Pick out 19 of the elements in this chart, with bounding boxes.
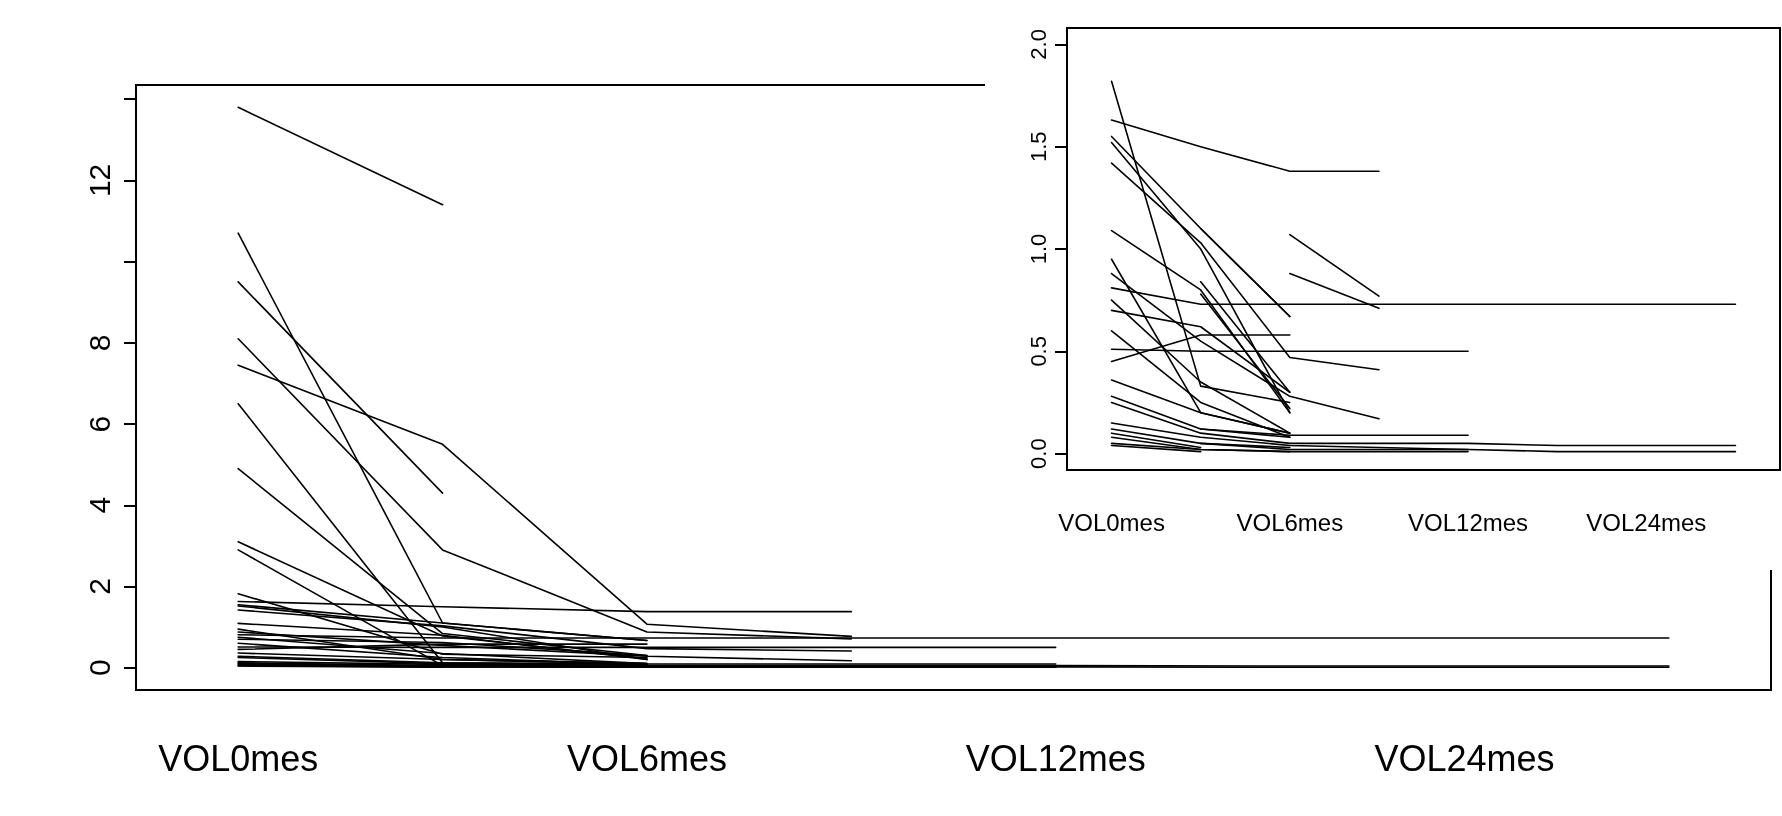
y-tick-label: 6 — [82, 415, 116, 433]
y-tick-label: 8 — [82, 334, 116, 352]
y-tick-label: 2.0 — [1025, 29, 1051, 60]
y-tick-label: 0.5 — [1025, 336, 1051, 367]
x-tick-label: VOL6mes — [1236, 508, 1344, 536]
x-tick-label: VOL0mes — [1058, 508, 1165, 536]
x-tick-label: VOL6mes — [566, 737, 727, 779]
x-tick-label: VOL24mes — [1374, 737, 1555, 779]
y-tick-label: 2 — [82, 578, 116, 595]
y-tick-label: 12 — [82, 163, 116, 198]
y-tick-label: 1.5 — [1025, 131, 1051, 162]
y-tick-label: 4 — [82, 496, 116, 514]
x-tick-label: VOL12mes — [1408, 508, 1529, 536]
y-tick-label: 0 — [82, 659, 116, 677]
y-tick-label: 0.0 — [1025, 438, 1051, 469]
x-tick-label: VOL0mes — [158, 737, 319, 779]
y-tick-label: 1.0 — [1025, 233, 1051, 265]
x-tick-label: VOL24mes — [1586, 508, 1707, 536]
x-tick-label: VOL12mes — [965, 737, 1146, 779]
